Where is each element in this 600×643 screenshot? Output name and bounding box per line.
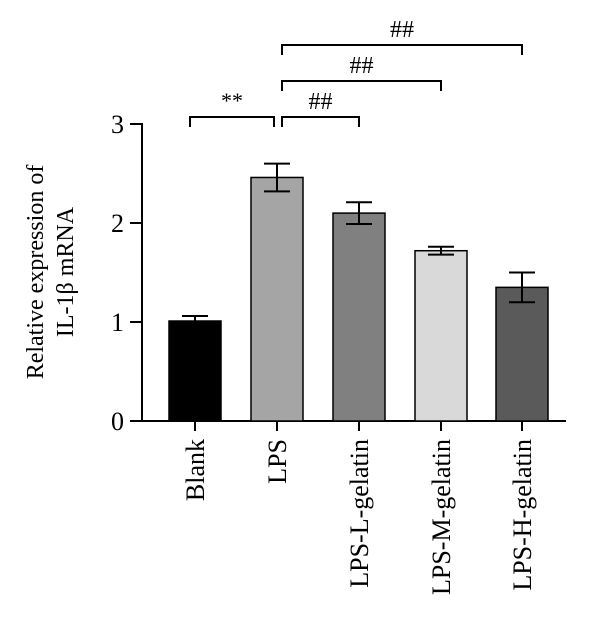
significance-brackets: ** ## ## ## — [189, 17, 523, 127]
y-tick-label: 2 — [111, 209, 124, 238]
x-tick-label-LPS-M-gelatin: LPS-M-gelatin — [427, 439, 456, 595]
x-tick-label-Blank: Blank — [181, 439, 210, 501]
x-tick-label-LPS-H-gelatin: LPS-H-gelatin — [508, 439, 537, 591]
significance-bracket — [281, 116, 360, 127]
bar-Blank — [168, 320, 222, 422]
y-tick-label: 0 — [111, 407, 124, 436]
y-axis-label: Relative expression of IL-1β mRNA — [23, 165, 79, 380]
x-tick-label-LPS: LPS — [263, 439, 292, 484]
x-tick-labels: Blank LPS LPS-L-gelatin LPS-M-gelatin LPS-H-… — [181, 439, 537, 595]
bars — [168, 162, 549, 422]
bar-LPS-L-gelatin — [332, 212, 386, 422]
bar-LPS-H-gelatin — [495, 286, 549, 422]
significance-label: ## — [350, 53, 374, 79]
bar-LPS-M-gelatin — [414, 249, 468, 422]
y-axis-label-line-1: Relative expression of — [23, 165, 49, 380]
significance-label: ** — [221, 88, 243, 113]
x-tick-label-LPS-L-gelatin: LPS-L-gelatin — [345, 439, 374, 588]
bar-LPS — [250, 176, 304, 422]
significance-bracket — [281, 80, 442, 91]
significance-bracket — [281, 44, 523, 55]
y-tick-label: 3 — [111, 110, 124, 139]
significance-label: ## — [390, 17, 414, 43]
significance-bracket — [189, 116, 275, 127]
y-tick-label: 1 — [111, 308, 124, 337]
y-axis-label-line-2: IL-1β mRNA — [53, 206, 79, 337]
significance-label: ## — [309, 89, 333, 115]
